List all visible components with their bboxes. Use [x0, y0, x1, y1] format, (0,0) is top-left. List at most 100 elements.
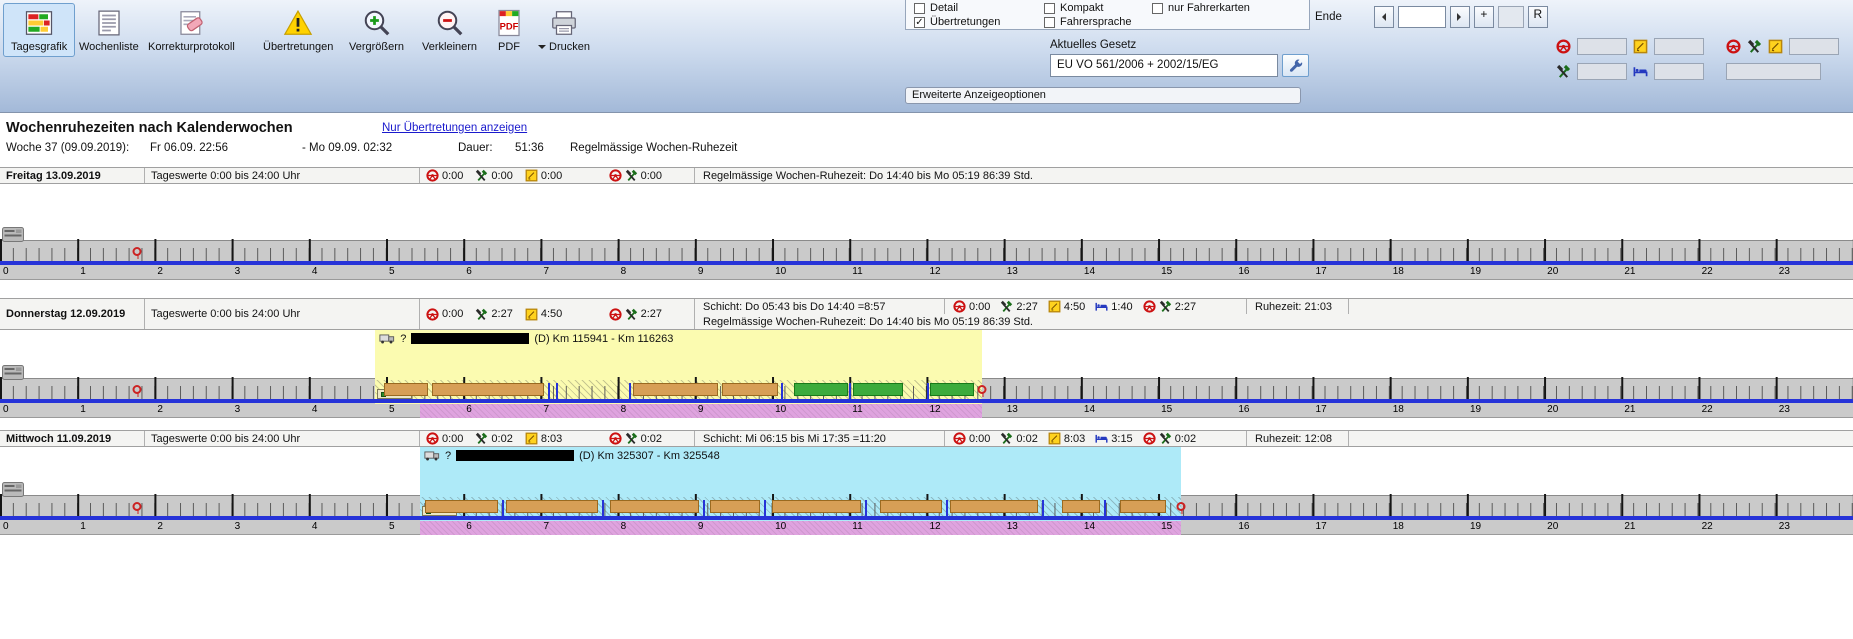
day-values-combo: 0:00 [608, 169, 662, 182]
wheel-icon [426, 432, 439, 445]
checkbox-detail[interactable]: Detail [914, 2, 958, 14]
checkbox-box[interactable] [1044, 16, 1055, 28]
day-right-line1: Regelmässige Wochen-Ruhezeit: Do 14:40 b… [695, 168, 1853, 183]
value-box[interactable] [1654, 37, 1704, 55]
day-section: Mittwoch 11.09.2019 Tageswerte 0:00 bis 2… [0, 430, 1853, 535]
checkbox--bertretungen[interactable]: ✓ Übertretungen [914, 16, 1000, 28]
hour-label: 15 [1161, 266, 1173, 277]
hour-label: 19 [1469, 521, 1482, 532]
day-date: Mittwoch 11.09.2019 [0, 431, 145, 446]
value-box[interactable] [1789, 37, 1839, 55]
hour-label: 14 [1083, 404, 1096, 415]
value-text: 3:15 [1111, 432, 1133, 445]
bed-icon [1095, 432, 1108, 445]
uebertretungen-button[interactable]: Übertretungen [255, 3, 341, 57]
advanced-options-button[interactable]: Erweiterte Anzeigeoptionen [905, 87, 1301, 104]
filler [1349, 431, 1853, 446]
square-icon [1633, 39, 1648, 54]
value-box[interactable] [1654, 62, 1704, 80]
plus-button[interactable]: + [1473, 6, 1494, 28]
hour-label: 12 [929, 521, 941, 532]
day-rest-info: Regelmässige Wochen-Ruhezeit: Do 14:40 b… [703, 169, 1033, 182]
wheel-icon [1143, 432, 1156, 445]
vergroessern-button[interactable]: Vergrößern [341, 3, 412, 57]
day-values-group1: 0:00 0:00 0:00 [426, 169, 562, 182]
law-select[interactable]: EU VO 561/2006 + 2002/15/EG [1050, 54, 1278, 77]
button-text: Wochenliste [79, 41, 139, 53]
activity-bar-work [721, 383, 779, 396]
tagesgrafik-button[interactable]: Tagesgrafik [3, 3, 76, 57]
event-tick [1042, 500, 1045, 517]
checkbox-kompakt[interactable]: Kompakt [1044, 2, 1103, 14]
day-values-group1: 0:00 2:27 4:50 [426, 307, 562, 321]
day-values-combo: 2:27 [608, 307, 662, 321]
nav-left-button[interactable] [1373, 6, 1394, 28]
verkleinern-button[interactable]: Verkleinern [414, 3, 485, 57]
checkbox-fahrersprache[interactable]: Fahrersprache [1044, 16, 1132, 28]
value-box[interactable] [1577, 62, 1627, 80]
zoom-value-box[interactable] [1497, 6, 1524, 28]
driver-card-icon [2, 365, 24, 380]
value-item: 0:02 [475, 432, 513, 445]
legend-row [1556, 36, 1839, 56]
hour-label: 14 [1083, 521, 1096, 532]
value-text: 2:27 [491, 308, 513, 320]
wochenliste-button[interactable]: Wochenliste [71, 3, 147, 57]
hammers-icon [1159, 300, 1172, 313]
day-schicht: Schicht: Do 05:43 bis Do 14:40 =8:57 [695, 299, 945, 314]
value-box-wide[interactable] [1726, 62, 1821, 80]
vehicle-prefix: ? [445, 449, 452, 462]
event-tick [702, 500, 705, 517]
value-box[interactable] [1577, 37, 1627, 55]
activity-bar-drive [853, 383, 904, 396]
checkbox-nur-fahrerkarten[interactable]: nur Fahrerkarten [1152, 2, 1250, 14]
law-settings-button[interactable] [1282, 54, 1309, 77]
day-values: 0:00 0:00 0:00 0:00 [420, 168, 695, 183]
nav-right-button[interactable] [1449, 6, 1470, 28]
value-text: 0:02 [1016, 432, 1038, 445]
checkbox-box[interactable]: ✓ [914, 16, 925, 28]
checkbox-box[interactable] [1152, 2, 1163, 14]
checkbox-box[interactable] [914, 2, 925, 14]
hour-label: 13 [1006, 266, 1018, 277]
legend-row [1556, 61, 1839, 81]
hour-label: 1 [80, 404, 86, 415]
day-values-group1: 0:00 0:02 8:03 [426, 432, 562, 445]
hour-label: 4 [311, 266, 318, 277]
printer-icon [549, 8, 579, 38]
hour-label: 10 [775, 266, 787, 277]
value-text: 1:40 [1111, 300, 1133, 313]
checkbox-box[interactable] [1044, 2, 1055, 14]
day-graph: 0 1 2 3 4 5 6 7 8 9 10 11 12 13 14 15 16 17 18 19 20 21 22 23 [0, 184, 1853, 280]
hammers-icon [1159, 432, 1172, 445]
driver-card-icon [2, 482, 24, 497]
hour-label: 23 [1778, 521, 1790, 532]
korrekturprotokoll-button[interactable]: Korrekturprotokoll [140, 3, 243, 57]
vehicle-text: (D) Km 115941 - Km 116263 [534, 332, 674, 345]
hour-label: 10 [775, 404, 787, 415]
vehicle-prefix: ? [400, 332, 407, 345]
hour-label: 20 [1547, 266, 1559, 277]
only-violations-link[interactable]: Nur Übertretungen anzeigen [382, 122, 528, 134]
vehicle-label: ? (D) Km 115941 - Km 116263 [379, 331, 673, 346]
timeline-baseline [0, 261, 1853, 265]
hour-label: 18 [1392, 404, 1404, 415]
hour-label: 20 [1547, 521, 1559, 532]
time-marker-icon [132, 385, 142, 397]
hour-label: 19 [1469, 266, 1482, 277]
law-row: EU VO 561/2006 + 2002/15/EG [1050, 54, 1309, 77]
day-ruhezeit: Ruhezeit: 12:08 [1247, 431, 1349, 446]
value-item: 0:00 [426, 432, 463, 445]
hour-label: 3 [234, 266, 241, 277]
day-values: 0:00 0:02 8:03 0:02 [420, 431, 695, 446]
page-input[interactable] [1397, 6, 1446, 28]
pdf-button[interactable]: PDF PDF [486, 3, 532, 57]
wheel-icon [1556, 38, 1571, 54]
activity-bar-work [384, 383, 429, 396]
reset-button[interactable]: R [1527, 6, 1548, 28]
hammers-icon [1000, 300, 1013, 313]
day-header-band: Donnerstag 12.09.2019 Tageswerte 0:00 bis… [0, 298, 1853, 330]
time-marker-icon [1176, 502, 1186, 514]
vehicle-text: (D) Km 325307 - Km 325548 [579, 449, 720, 462]
drucken-button[interactable]: Drucken [530, 3, 598, 57]
